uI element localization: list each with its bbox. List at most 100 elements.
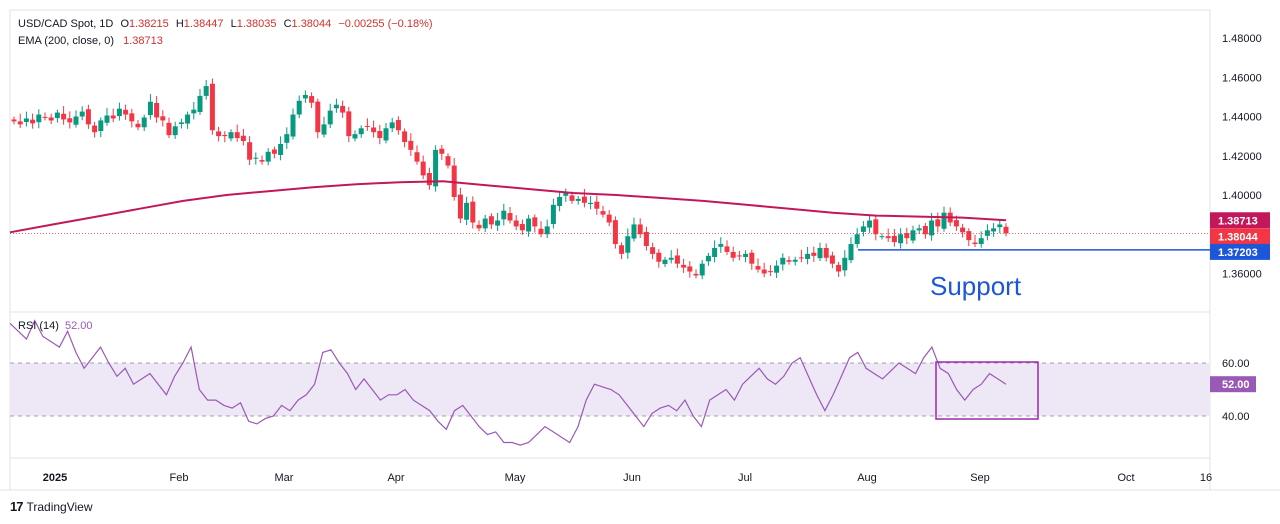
candle-body bbox=[594, 201, 600, 209]
candle-body bbox=[259, 160, 265, 162]
candle-body bbox=[222, 134, 228, 137]
candle-body bbox=[792, 259, 798, 262]
candle-body bbox=[910, 230, 916, 241]
candle-body bbox=[352, 134, 358, 139]
candle-body bbox=[17, 121, 23, 125]
candle-body bbox=[439, 148, 445, 154]
low-value: 1.38035 bbox=[236, 18, 277, 30]
candle-body bbox=[699, 263, 705, 276]
candle-body bbox=[978, 238, 984, 245]
rsi-highlight-box bbox=[935, 361, 1039, 420]
candle-body bbox=[278, 143, 284, 155]
candle-body bbox=[296, 100, 302, 115]
candle-body bbox=[470, 201, 476, 223]
time-axis-label: Feb bbox=[170, 472, 189, 484]
candle-body bbox=[718, 244, 724, 247]
candle-body bbox=[749, 252, 755, 264]
candle-body bbox=[966, 231, 972, 241]
candle-body bbox=[73, 116, 79, 125]
candle-body bbox=[253, 157, 259, 159]
candle-body bbox=[842, 257, 848, 271]
candle-body bbox=[823, 247, 829, 258]
candle-body bbox=[290, 114, 296, 137]
candle-body bbox=[110, 115, 116, 119]
candle-body bbox=[172, 126, 178, 136]
price-badge-label: 1.38713 bbox=[1218, 215, 1258, 227]
candle-body bbox=[625, 236, 631, 253]
candle-body bbox=[687, 266, 693, 272]
candle-body bbox=[482, 218, 488, 229]
candle-body bbox=[848, 244, 854, 261]
candle-body bbox=[891, 235, 897, 243]
candle-body bbox=[395, 120, 401, 131]
price-tick-label: 1.44000 bbox=[1222, 112, 1262, 124]
candle-body bbox=[563, 193, 569, 196]
open-value: 1.38215 bbox=[129, 18, 169, 30]
candle-body bbox=[247, 142, 253, 160]
candle-body bbox=[92, 125, 98, 133]
candle-body bbox=[606, 214, 612, 223]
candle-body bbox=[879, 236, 885, 238]
rsi-value-badge bbox=[1210, 376, 1256, 393]
candle-body bbox=[743, 253, 749, 258]
candle-body bbox=[141, 117, 147, 128]
candle-body bbox=[693, 273, 699, 276]
ema-value: 1.38713 bbox=[123, 35, 163, 47]
candle-body bbox=[507, 213, 513, 221]
candle-body bbox=[54, 112, 60, 119]
candle-body bbox=[36, 114, 42, 123]
candle-body bbox=[147, 101, 153, 116]
price-badge bbox=[1210, 243, 1270, 260]
time-axis-label: May bbox=[505, 472, 526, 484]
candle-body bbox=[755, 266, 761, 270]
symbol-label: USD/CAD Spot, 1D bbox=[18, 18, 114, 30]
candle-body bbox=[228, 132, 234, 139]
candle-body bbox=[11, 119, 17, 122]
candle-body bbox=[402, 131, 408, 143]
tradingview-logo-icon: 17 bbox=[10, 499, 24, 514]
price-tick-label: 1.48000 bbox=[1222, 33, 1262, 45]
candle-body bbox=[532, 217, 538, 227]
candle-body bbox=[284, 134, 290, 143]
candle-body bbox=[271, 149, 277, 154]
candle-body bbox=[476, 224, 482, 229]
candle-body bbox=[104, 115, 110, 123]
candle-body bbox=[519, 224, 525, 231]
price-tick-label: 1.46000 bbox=[1222, 72, 1262, 84]
candle-body bbox=[935, 219, 941, 227]
candle-body bbox=[408, 140, 414, 150]
candle-body bbox=[309, 96, 315, 103]
candle-body bbox=[619, 245, 625, 254]
price-badge-label: 1.37203 bbox=[1218, 247, 1258, 259]
time-axis-label: 2025 bbox=[43, 472, 67, 484]
price-badge bbox=[1210, 212, 1270, 229]
candle-body bbox=[123, 109, 129, 115]
candle-body bbox=[315, 101, 321, 133]
rsi-legend: RSI (14) 52.00 bbox=[18, 320, 93, 332]
time-axis-label: Aug bbox=[857, 472, 877, 484]
candle-body bbox=[98, 120, 104, 132]
candle-body bbox=[960, 227, 966, 233]
candle-body bbox=[736, 255, 742, 257]
tradingview-logo[interactable]: 17 TradingView bbox=[10, 499, 93, 514]
candle-body bbox=[953, 220, 959, 227]
candle-body bbox=[526, 218, 532, 232]
candle-body bbox=[724, 246, 730, 252]
candle-body bbox=[916, 228, 922, 231]
candle-body bbox=[209, 83, 215, 131]
candle-body bbox=[761, 269, 767, 274]
candle-body bbox=[904, 233, 910, 239]
candle-body bbox=[154, 102, 160, 118]
candle-body bbox=[321, 124, 327, 135]
candle-body bbox=[389, 122, 395, 129]
candle-body bbox=[333, 104, 339, 109]
price-tick-label: 1.36000 bbox=[1222, 269, 1262, 281]
candle-body bbox=[513, 220, 519, 227]
candle-body bbox=[457, 194, 463, 219]
time-axis-label: Oct bbox=[1117, 472, 1134, 484]
brand-name: TradingView bbox=[26, 499, 93, 514]
candle-body bbox=[61, 113, 67, 120]
candle-body bbox=[631, 224, 637, 239]
candle-body bbox=[383, 128, 389, 141]
